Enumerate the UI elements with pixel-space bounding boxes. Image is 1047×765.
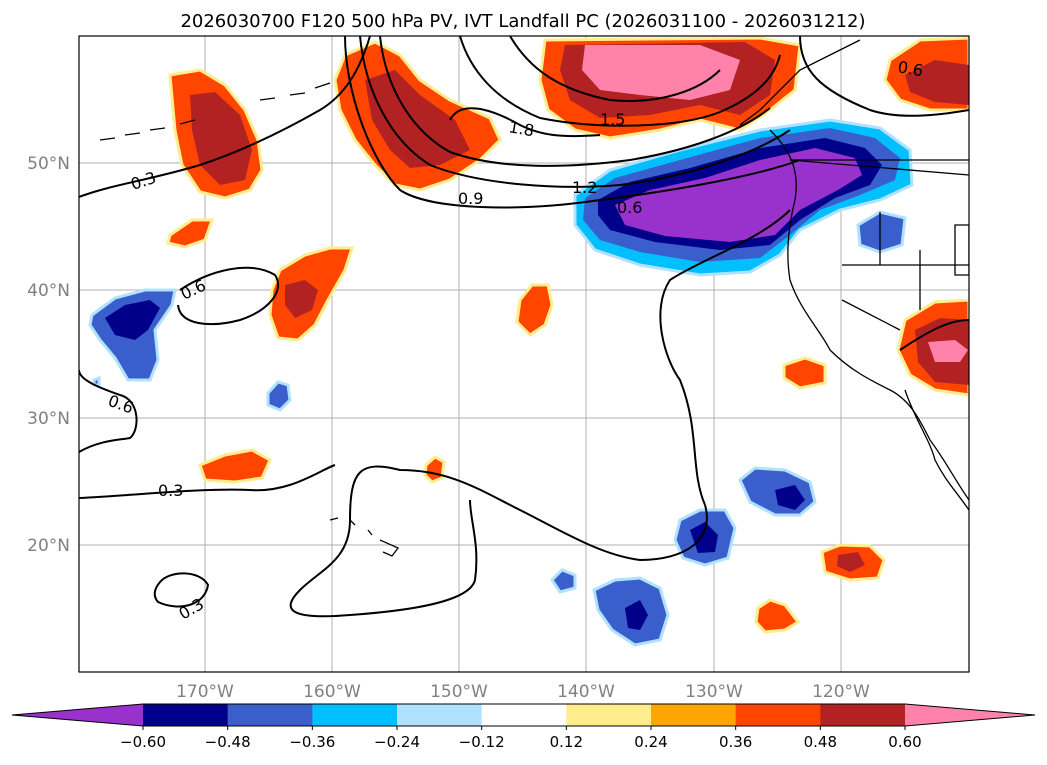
- lat-label-30: 30°N: [27, 409, 70, 429]
- contour-label: 0.3: [158, 481, 183, 500]
- negative-anomaly-regions: [88, 118, 914, 647]
- contour-label: 1.2: [572, 178, 597, 197]
- lon-label-140: 140°W: [557, 682, 615, 702]
- colorbar-segment: [143, 704, 229, 726]
- lon-labels: 170°W 160°W 150°W 140°W 130°W 120°W: [176, 682, 870, 702]
- colorbar-tick-label: 0.24: [634, 733, 667, 751]
- colorbar-tick-label: 0.48: [804, 733, 837, 751]
- colorbar: −0.60 −0.48 −0.36 −0.24 −0.12 0.12 0.24 0.36 0.4…: [11, 703, 1036, 751]
- lon-label-170: 170°W: [176, 682, 234, 702]
- contour-label: 1.5: [600, 110, 625, 129]
- colorbar-tick-label: 0.36: [719, 733, 752, 751]
- contour-label: 0.6: [617, 198, 642, 217]
- colorbar-segment: [820, 704, 906, 726]
- lon-label-130: 130°W: [685, 682, 743, 702]
- map-title: 2026030700 F120 500 hPa PV, IVT Landfall…: [180, 11, 865, 32]
- colorbar-segment: [227, 704, 313, 726]
- lon-label-120: 120°W: [812, 682, 870, 702]
- colorbar-tick-label: −0.48: [205, 733, 251, 751]
- lon-label-150: 150°W: [430, 682, 488, 702]
- colorbar-segment: [481, 704, 567, 726]
- colorbar-tick-label: 0.60: [888, 733, 921, 751]
- colorbar-extend-high: [905, 704, 1035, 726]
- colorbar-segment: [312, 704, 398, 726]
- contour-label: 1.8: [507, 117, 535, 140]
- map-frame: [78, 35, 970, 673]
- lat-label-40: 40°N: [27, 281, 70, 301]
- coastlines: [99, 39, 969, 557]
- contour-label: 0.6: [896, 57, 924, 80]
- colorbar-tick-label: −0.36: [289, 733, 335, 751]
- colorbar-segment: [566, 704, 652, 726]
- lat-label-50: 50°N: [27, 154, 70, 174]
- colorbar-tick-label: −0.24: [374, 733, 420, 751]
- colorbar-tick-label: 0.12: [550, 733, 583, 751]
- lat-label-20: 20°N: [27, 536, 70, 556]
- colorbar-segment: [651, 704, 737, 726]
- lon-label-160: 160°W: [303, 682, 361, 702]
- colorbar-segment: [397, 704, 483, 726]
- colorbar-extend-low: [12, 704, 143, 726]
- contour-label: 0.9: [458, 189, 483, 208]
- pv-contours: [79, 36, 969, 618]
- lat-labels: 50°N 40°N 30°N 20°N: [27, 154, 70, 556]
- colorbar-segment: [735, 704, 821, 726]
- colorbar-tick-label: −0.12: [459, 733, 505, 751]
- colorbar-tick-label: −0.60: [120, 733, 166, 751]
